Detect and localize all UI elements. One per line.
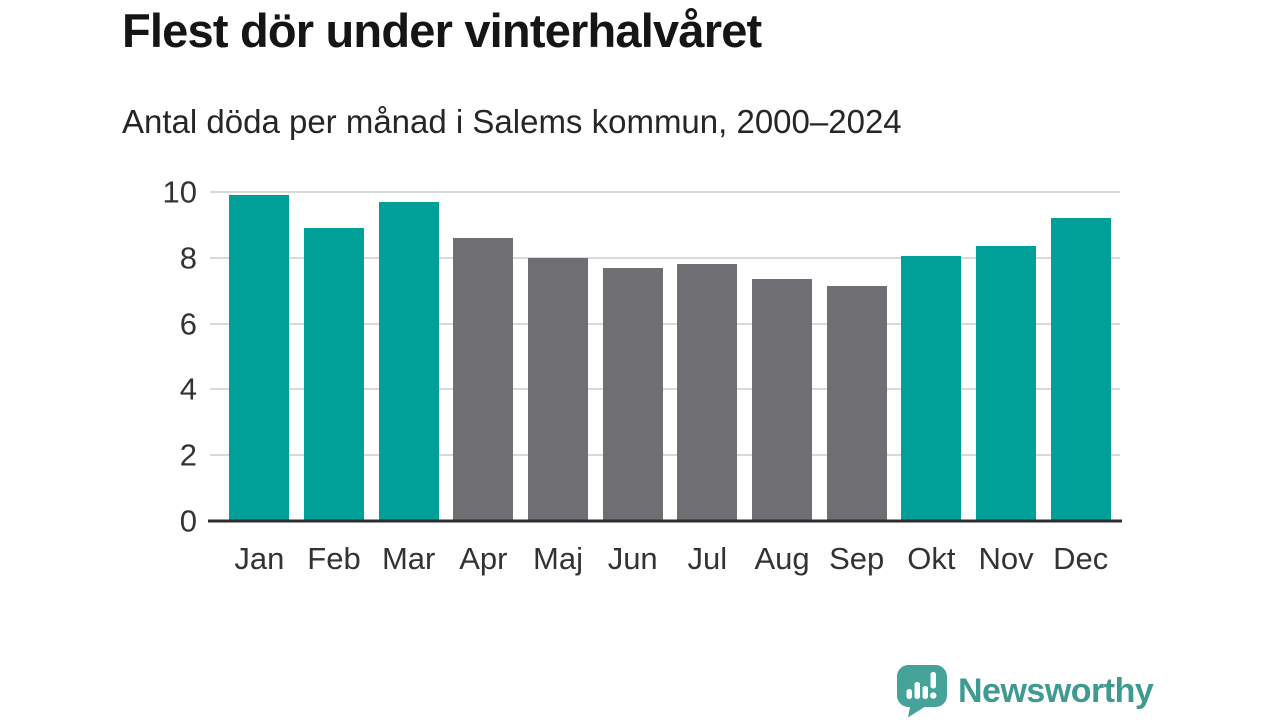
x-axis-tick-label: Jan bbox=[234, 541, 285, 576]
y-axis-tick-label: 10 bbox=[162, 174, 197, 210]
bar-chart-speech-bubble-icon bbox=[897, 664, 947, 718]
x-axis-tick-label: Apr bbox=[459, 541, 508, 576]
bar-sep bbox=[826, 285, 887, 521]
bar-aug bbox=[752, 279, 813, 521]
y-axis-tick-label: 0 bbox=[179, 503, 197, 539]
bar-maj bbox=[528, 257, 589, 521]
bar-slot: Maj bbox=[521, 192, 596, 576]
bar-slot: Jun bbox=[595, 192, 670, 576]
bar-slot: Jul bbox=[670, 192, 745, 576]
bar-dec bbox=[1050, 218, 1111, 521]
y-axis-tick-label: 4 bbox=[179, 371, 197, 407]
bar-slot: Mar bbox=[371, 192, 446, 576]
gridline bbox=[210, 454, 1120, 457]
x-axis-tick-label: Nov bbox=[978, 541, 1034, 576]
bar-jul bbox=[677, 264, 738, 521]
bar-slot: Dec bbox=[1043, 192, 1118, 576]
bars: Jan Feb Mar Apr Maj Jun Jul Aug Sep Okt Nov Dec bbox=[222, 192, 1118, 576]
y-axis-tick-label: 2 bbox=[179, 437, 197, 473]
x-axis-line bbox=[208, 519, 1122, 523]
bar-slot: Feb bbox=[297, 192, 372, 576]
gridline bbox=[210, 322, 1120, 325]
chart-title: Flest dör under vinterhalvåret bbox=[122, 4, 762, 57]
x-axis-tick-label: Feb bbox=[307, 541, 361, 576]
bar-slot: Jan bbox=[222, 192, 297, 576]
x-axis-tick-label: Okt bbox=[907, 541, 956, 576]
x-axis-tick-label: Maj bbox=[533, 541, 583, 576]
y-axis-tick-label: 8 bbox=[179, 240, 197, 276]
newsworthy-logo: Newsworthy bbox=[897, 664, 1154, 718]
bar-apr bbox=[453, 238, 514, 521]
plot-area: Jan Feb Mar Apr Maj Jun Jul Aug Sep Okt Nov Dec 0 2 4… bbox=[163, 177, 1122, 576]
gridline bbox=[210, 256, 1120, 259]
bar-slot: Aug bbox=[745, 192, 820, 576]
chart-subtitle: Antal döda per månad i Salems kommun, 20… bbox=[122, 103, 902, 140]
bar-okt bbox=[901, 256, 962, 521]
gridline bbox=[210, 191, 1120, 193]
bar-jan bbox=[229, 195, 290, 521]
logo-wordmark: Newsworthy bbox=[958, 671, 1154, 710]
bar-nov bbox=[976, 246, 1037, 521]
speech-bubble-shape bbox=[897, 665, 947, 718]
bar-slot: Sep bbox=[819, 192, 894, 576]
x-axis-tick-label: Sep bbox=[829, 541, 885, 576]
bar-slot: Nov bbox=[969, 192, 1044, 576]
x-axis-tick-label: Aug bbox=[754, 541, 810, 576]
x-axis-tick-label: Dec bbox=[1053, 541, 1109, 576]
gridline bbox=[210, 388, 1120, 391]
bar-feb bbox=[304, 228, 364, 521]
bar-slot: Apr bbox=[446, 192, 521, 576]
y-axis-tick-label: 6 bbox=[179, 306, 197, 342]
bar-mar bbox=[378, 201, 439, 521]
x-axis-tick-label: Jun bbox=[607, 541, 658, 576]
bar-jun bbox=[602, 267, 663, 521]
x-axis-tick-label: Mar bbox=[381, 541, 436, 576]
bar-slot: Okt bbox=[894, 192, 969, 576]
x-axis-tick-label: Jul bbox=[687, 541, 728, 576]
